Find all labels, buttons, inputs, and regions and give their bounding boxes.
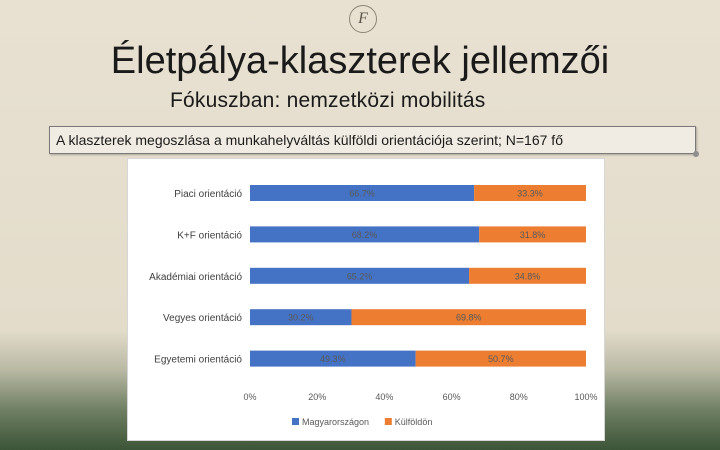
bar-segment-kulfoldon [415, 350, 586, 367]
category-label: Piaci orientáció [174, 189, 242, 200]
category-label: Akadémiai orientáció [149, 272, 242, 283]
bar-segment-magyarorszagon [250, 267, 470, 284]
category-label: K+F orientáció [177, 230, 242, 241]
legend-label: Magyarországon [302, 417, 369, 427]
chart-panel: Piaci orientáció 66.7% 33.3% K+F orientáció… [127, 158, 605, 441]
bar-segment-magyarorszagon [250, 309, 352, 326]
category-label: Egyetemi orientáció [154, 355, 242, 366]
data-label: 30.2% [288, 313, 314, 323]
bar-segment-magyarorszagon [250, 226, 480, 243]
legend-swatch [384, 418, 392, 425]
x-tick-label: 20% [308, 392, 326, 402]
x-tick-label: 40% [375, 392, 393, 402]
legend-swatch [292, 418, 299, 425]
data-label: 34.8% [515, 271, 541, 281]
data-label: 33.3% [517, 189, 543, 199]
x-tick-label: 80% [510, 392, 528, 402]
x-tick-label: 0% [243, 392, 256, 402]
slide-subtitle: Fókuszban: nemzetközi mobilitás [170, 89, 486, 112]
bar-segment-magyarorszagon [250, 350, 416, 367]
logo: F [349, 5, 377, 33]
data-label: 69.8% [456, 313, 482, 323]
x-tick-label: 60% [443, 392, 461, 402]
bar-segment-kulfoldon [469, 267, 586, 284]
data-label: 49.3% [320, 354, 346, 364]
chart-caption: A klaszterek megoszlása a munkahelyváltá… [49, 126, 696, 154]
x-tick-label: 100% [574, 392, 597, 402]
data-label: 66.7% [349, 189, 375, 199]
stacked-bar-chart: Piaci orientáció 66.7% 33.3% K+F orientáció… [149, 185, 598, 427]
caption-handle-icon [693, 151, 699, 157]
data-label: 31.8% [520, 230, 546, 240]
legend-label: Külföldön [395, 417, 433, 427]
bar-segment-kulfoldon [351, 309, 586, 326]
data-label: 65.2% [347, 271, 373, 281]
data-label: 50.7% [488, 354, 514, 364]
slide-title: Életpálya-klaszterek jellemzői [110, 40, 610, 82]
data-label: 68.2% [352, 230, 378, 240]
bar-segment-kulfoldon [474, 185, 586, 201]
category-label: Vegyes orientáció [163, 313, 242, 324]
bar-segment-kulfoldon [479, 226, 586, 243]
bar-segment-magyarorszagon [250, 185, 475, 201]
